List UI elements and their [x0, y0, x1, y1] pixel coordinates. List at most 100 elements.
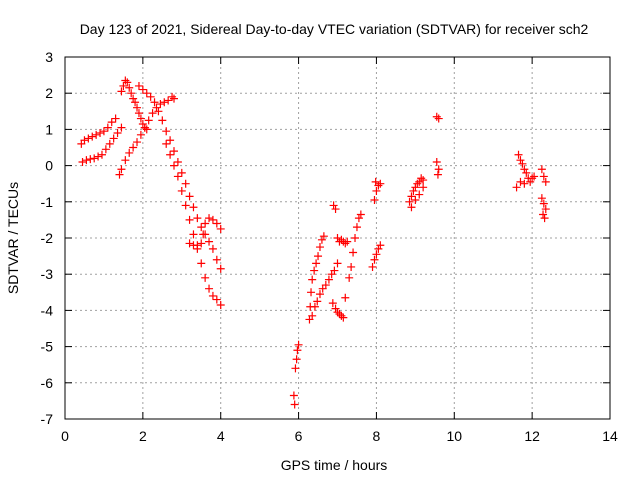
- data-point-marker: [319, 232, 328, 241]
- data-point-marker: [433, 170, 442, 179]
- data-point-marker: [313, 297, 322, 306]
- data-point-marker: [216, 300, 225, 309]
- data-point-marker: [371, 177, 380, 186]
- data-point-marker: [134, 81, 143, 90]
- data-point-marker: [185, 192, 194, 201]
- data-point-marker: [339, 313, 348, 322]
- x-tick-label: 2: [139, 428, 147, 444]
- data-point-marker: [347, 262, 356, 271]
- x-tick-label: 14: [602, 428, 618, 444]
- data-point-marker: [317, 235, 326, 244]
- data-point-marker: [333, 259, 342, 268]
- data-point-marker: [341, 239, 350, 248]
- data-point-marker: [197, 259, 206, 268]
- data-point-marker: [205, 284, 214, 293]
- data-point-marker: [119, 81, 128, 90]
- data-point-marker: [539, 172, 548, 181]
- data-point-marker: [434, 114, 443, 123]
- data-point-marker: [146, 92, 155, 101]
- data-point-marker: [111, 114, 120, 123]
- data-point-marker: [173, 172, 182, 181]
- data-point-marker: [432, 157, 441, 166]
- y-tick-label: -3: [41, 266, 54, 282]
- data-point-marker: [216, 224, 225, 233]
- data-point-marker: [541, 205, 550, 214]
- data-point-marker: [123, 78, 132, 87]
- data-point-marker: [177, 168, 186, 177]
- data-point-marker: [193, 241, 202, 250]
- data-point-marker: [109, 134, 118, 143]
- data-point-marker: [409, 186, 418, 195]
- x-tick-label: 0: [61, 428, 69, 444]
- x-tick-labels: 0 2 4 6 8 10 12 14: [61, 428, 618, 444]
- data-point-marker: [154, 107, 163, 116]
- data-point-marker: [310, 266, 319, 275]
- data-point-marker: [376, 241, 385, 250]
- y-tick-label: -7: [41, 411, 54, 427]
- data-point-marker: [212, 219, 221, 228]
- data-point-marker: [113, 129, 122, 138]
- data-point-marker: [528, 174, 537, 183]
- data-point-marker: [212, 295, 221, 304]
- data-point-marker: [170, 147, 178, 156]
- data-point-marker: [294, 340, 303, 349]
- data-point-marker: [518, 159, 527, 168]
- data-point-marker: [376, 179, 385, 188]
- data-point-marker: [337, 235, 346, 244]
- data-point-marker: [407, 192, 416, 201]
- data-point-marker: [417, 174, 426, 183]
- data-point-marker: [312, 259, 321, 268]
- data-point-marker: [193, 214, 202, 223]
- data-point-marker: [208, 244, 217, 253]
- data-point-marker: [121, 156, 130, 165]
- data-point-marker: [134, 109, 143, 118]
- data-point-marker: [92, 130, 101, 139]
- data-point-marker: [148, 109, 157, 118]
- data-point-marker: [101, 145, 110, 154]
- data-point-marker: [307, 288, 316, 297]
- data-point-marker: [138, 85, 147, 94]
- data-point-marker: [308, 275, 317, 284]
- data-point-marker: [208, 291, 217, 300]
- data-point-marker: [537, 165, 546, 174]
- data-point-marker: [516, 156, 525, 165]
- data-point-marker: [177, 186, 186, 195]
- data-point-marker: [166, 136, 175, 145]
- data-point-marker: [129, 143, 138, 152]
- data-point-marker: [331, 205, 340, 214]
- data-point-marker: [330, 266, 339, 275]
- data-point-marker: [415, 190, 424, 199]
- data-point-marker: [131, 98, 140, 107]
- data-point-marker: [539, 199, 548, 208]
- data-point-marker: [133, 103, 142, 112]
- data-point-marker: [185, 239, 194, 248]
- data-point-marker: [201, 219, 210, 228]
- data-point-marker: [526, 177, 535, 186]
- y-tick-label: 2: [45, 85, 53, 101]
- data-point-marker: [170, 161, 178, 170]
- data-point-marker: [201, 273, 210, 282]
- data-point-marker: [333, 234, 342, 242]
- data-point-marker: [411, 195, 420, 204]
- data-point-marker: [329, 201, 338, 210]
- data-point-marker: [540, 214, 549, 223]
- data-point-marker: [351, 234, 360, 242]
- data-point-marker: [314, 252, 323, 261]
- data-point-marker: [512, 183, 521, 192]
- data-point-marker: [372, 250, 381, 259]
- data-point-marker: [328, 299, 337, 308]
- data-point-marker: [173, 157, 182, 166]
- data-point-marker: [372, 186, 381, 195]
- data-point-marker: [419, 176, 428, 185]
- data-point-marker: [117, 165, 126, 174]
- data-point-marker: [290, 400, 299, 409]
- data-points: [77, 76, 550, 409]
- data-point-marker: [133, 138, 142, 147]
- data-point-marker: [539, 210, 548, 219]
- data-point-marker: [140, 123, 149, 132]
- data-point-marker: [520, 179, 529, 188]
- data-point-marker: [370, 255, 379, 264]
- data-point-marker: [144, 116, 153, 125]
- data-point-marker: [197, 239, 206, 248]
- data-point-marker: [88, 132, 97, 141]
